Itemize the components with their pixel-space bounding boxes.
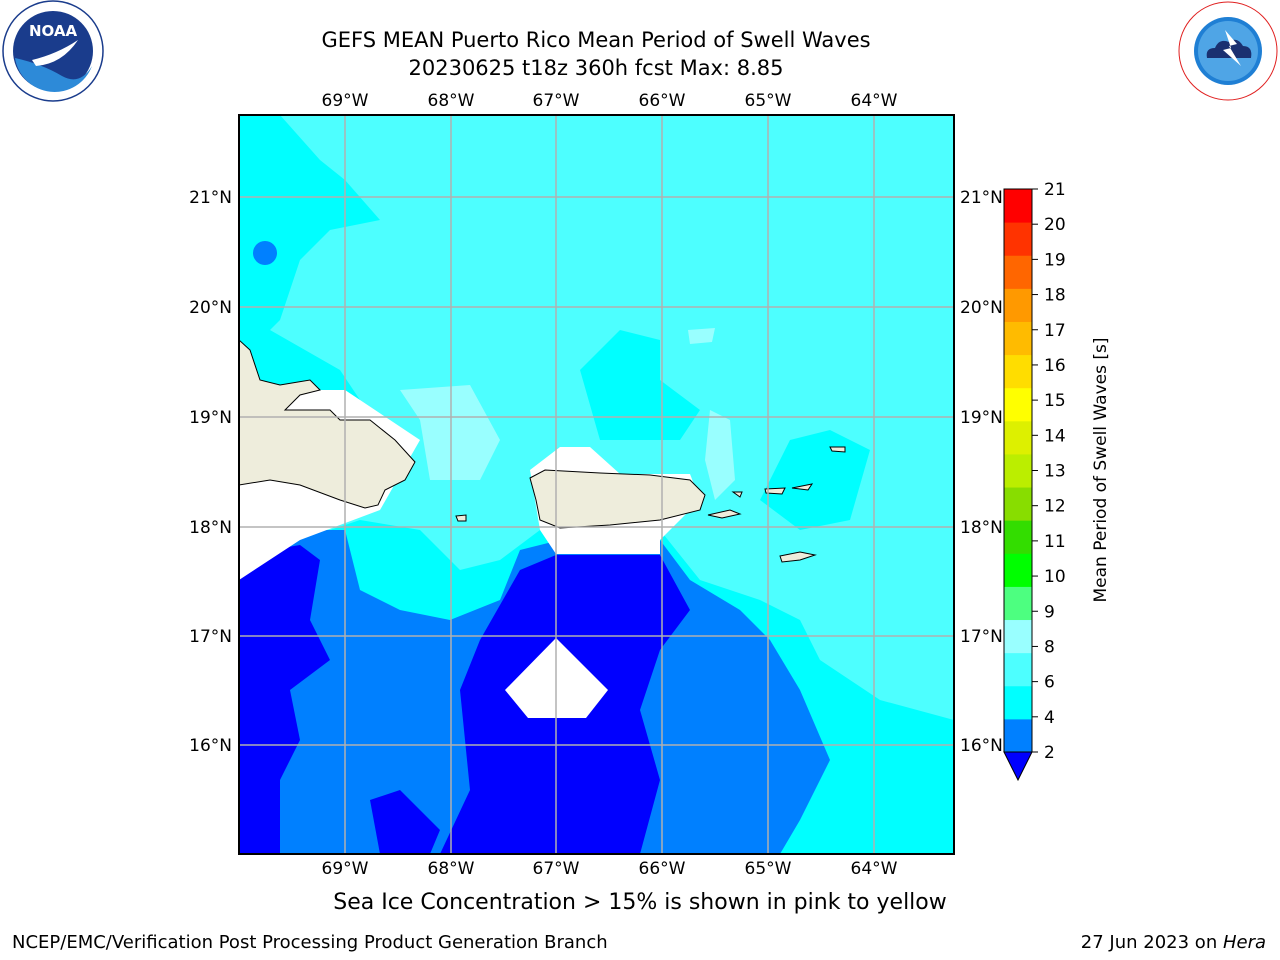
colorbar-swatch [1004, 321, 1032, 356]
sea-ice-note: Sea Ice Concentration > 15% is shown in … [333, 890, 947, 915]
lat-label-right: 17°N [960, 627, 1003, 647]
colorbar-swatch [1004, 387, 1032, 422]
lat-label-left: 17°N [189, 627, 232, 647]
mona-island-land [455, 514, 467, 522]
colorbar-swatch [1004, 189, 1032, 223]
colorbar-swatch [1004, 553, 1032, 587]
colorbar-extend-arrow [1003, 751, 1033, 782]
lat-label-right: 20°N [960, 298, 1003, 318]
lat-label-left: 20°N [189, 298, 232, 318]
lon-label-top: 69°W [322, 91, 369, 111]
region-4-6-central [580, 330, 700, 440]
footer-machine: Hera [1222, 932, 1266, 953]
forecast-info: 20230625 t18z 360h fcst Max: 8.85 [408, 56, 784, 80]
culebra-land [707, 509, 742, 519]
colorbar-swatch [1004, 222, 1032, 256]
colorbar-swatch [1004, 288, 1032, 322]
lon-label-bottom: 68°W [428, 859, 475, 879]
colorbar-swatch [1004, 685, 1032, 720]
colorbar-swatch [1004, 718, 1032, 753]
st-thomas-land [764, 487, 786, 495]
colorbar-tick-label: 2 [1044, 743, 1055, 763]
noaa-logo: NOAA [2, 0, 104, 102]
graticule [239, 115, 954, 854]
colorbar-swatch [1004, 619, 1032, 654]
vieques-land [731, 491, 743, 498]
colorbar-label: Mean Period of Swell Waves [s] [1091, 338, 1111, 603]
colorbar-swatch [1004, 255, 1032, 289]
colorbar-tick-label: 6 [1044, 673, 1055, 693]
colorbar-tick-label: 12 [1044, 497, 1066, 517]
colorbar-swatch [1004, 652, 1032, 687]
st-john-land [791, 483, 814, 491]
colorbar-swatch [1004, 586, 1032, 621]
colorbar-tick-label: 18 [1044, 286, 1066, 306]
lat-label-right: 16°N [960, 736, 1003, 756]
region-8-9-small [688, 328, 715, 344]
lon-label-top: 66°W [639, 91, 686, 111]
footer-credit: NCEP/EMC/Verification Post Processing Pr… [12, 932, 608, 953]
colorbar-tick-label: 17 [1044, 321, 1066, 341]
colorbar-swatch [1004, 420, 1032, 455]
colorbar-tick-label: 10 [1044, 567, 1066, 587]
lat-label-left: 21°N [189, 188, 232, 208]
lon-label-top: 65°W [745, 91, 792, 111]
svg-text:NOAA: NOAA [29, 22, 78, 40]
lon-label-top: 68°W [428, 91, 475, 111]
lon-label-bottom: 65°W [745, 859, 792, 879]
lat-label-left: 18°N [189, 518, 232, 538]
footer-date-text: 27 Jun 2023 on [1080, 932, 1223, 953]
colorbar-tick-label: 16 [1044, 356, 1066, 376]
colorbar-tick-label: 20 [1044, 215, 1066, 235]
lon-label-bottom: 66°W [639, 859, 686, 879]
hispaniola-land [239, 339, 416, 509]
lon-label-bottom: 64°W [851, 859, 898, 879]
colorbar-swatch [1004, 487, 1032, 521]
lon-label-bottom: 67°W [533, 859, 580, 879]
lat-label-right: 19°N [960, 408, 1003, 428]
colorbar-tick-label: 21 [1044, 180, 1066, 200]
region-4-6-islands [760, 430, 870, 530]
anegada-land [829, 446, 846, 453]
lon-label-top: 67°W [533, 91, 580, 111]
colorbar-tick-label: 4 [1044, 708, 1055, 728]
lon-label-top: 64°W [851, 91, 898, 111]
colorbar-tick-label: 19 [1044, 250, 1066, 270]
lat-label-left: 19°N [189, 408, 232, 428]
colorbar-swatch [1004, 453, 1032, 488]
region-8-9-mona [400, 385, 500, 480]
colorbar-swatch [1004, 354, 1032, 389]
lat-label-right: 18°N [960, 518, 1003, 538]
lat-label-left: 16°N [189, 736, 232, 756]
colorbar-tick-label: 9 [1044, 602, 1055, 622]
map-title: GEFS MEAN Puerto Rico Mean Period of Swe… [321, 28, 871, 52]
lat-label-right: 21°N [960, 188, 1003, 208]
region-8-9-east [705, 410, 735, 500]
colorbar-tick-label: 13 [1044, 462, 1066, 482]
map-frame [238, 114, 955, 855]
colorbar-tick-label: 14 [1044, 426, 1066, 446]
region-lt2-west [239, 545, 330, 854]
footer-date: 27 Jun 2023 on Hera [1081, 932, 1266, 953]
spot-2-4 [253, 241, 277, 265]
colorbar-tick-label: 8 [1044, 637, 1055, 657]
colorbar-tick-label: 11 [1044, 532, 1066, 552]
st-croix-land [779, 551, 817, 563]
nws-logo [1178, 1, 1278, 101]
region-lt2-south [370, 790, 440, 854]
lon-label-bottom: 69°W [322, 859, 369, 879]
colorbar-tick-label: 15 [1044, 391, 1066, 411]
colorbar: 2 4 6 8 9 10 11 12 13 14 15 16 17 18 19 20 21 [1003, 180, 1066, 782]
swell-period-field [239, 115, 954, 854]
colorbar-swatch [1004, 520, 1032, 554]
